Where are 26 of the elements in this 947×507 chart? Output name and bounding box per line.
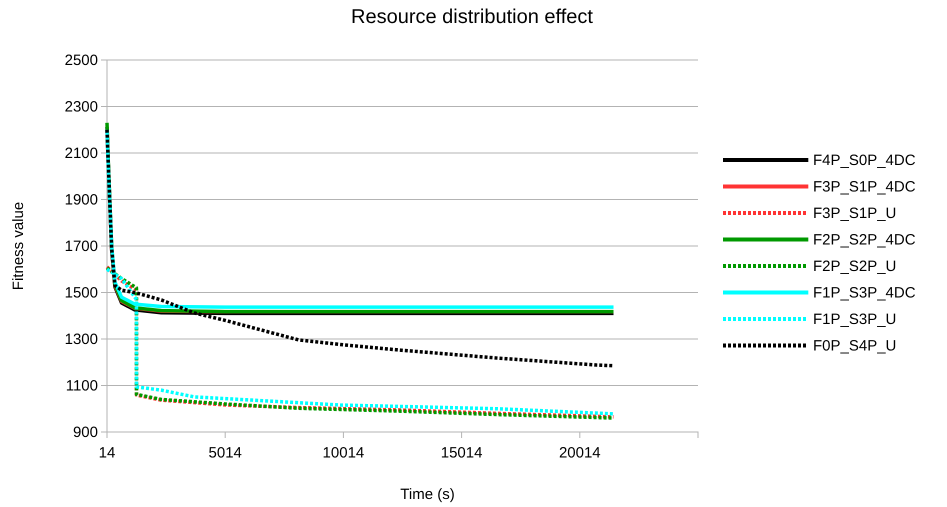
legend-label: F3P_S1P_4DC (813, 178, 916, 196)
y-tick-label: 1300 (64, 330, 98, 348)
y-tick-label: 2300 (64, 98, 98, 116)
legend-label: F0P_S4P_U (813, 338, 896, 354)
y-tick-label: 2100 (64, 144, 98, 162)
y-tick-label: 1500 (64, 284, 98, 302)
y-tick-label: 1700 (64, 238, 98, 255)
y-tick-label: 1900 (64, 191, 98, 208)
legend-label: F3P_S1P_U (813, 205, 896, 222)
line-series (105, 128, 616, 368)
legend-label: F1P_S3P_U (813, 311, 896, 328)
x-tick-label: 10014 (322, 444, 364, 462)
legend-label: F4P_S0P_4DC (813, 152, 916, 169)
x-tick-label: 5014 (208, 444, 242, 462)
x-tick-label: 15014 (440, 444, 482, 462)
y-tick-label: 1100 (66, 377, 98, 394)
x-tick-label: 14 (98, 444, 116, 462)
legend-label: F2P_S2P_U (813, 258, 896, 275)
x-tick-label: 20014 (558, 444, 601, 462)
y-tick-label: 900 (72, 424, 98, 441)
x-axis-title: Time (s) (400, 486, 455, 503)
y-tick-label: 2500 (64, 52, 98, 69)
y-axis-title: Fitness value (10, 202, 27, 290)
legend-label: F1P_S3P_4DC (813, 284, 916, 302)
chart-title: Resource distribution effect (351, 6, 594, 28)
legend-label: F2P_S2P_4DC (813, 232, 916, 248)
